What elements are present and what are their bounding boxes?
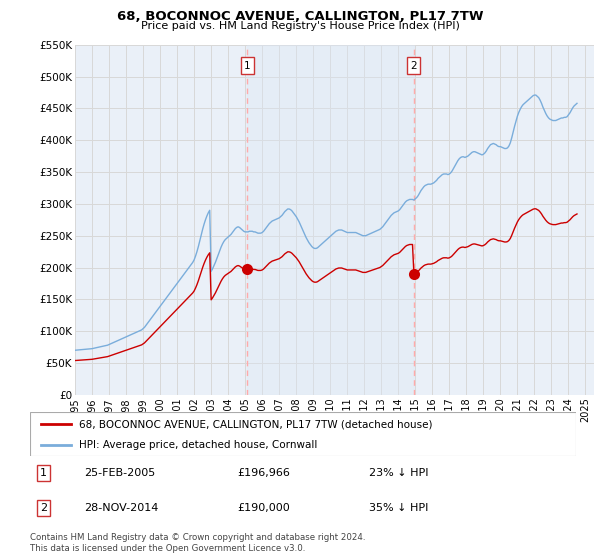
Text: 1: 1 xyxy=(40,468,47,478)
Text: Price paid vs. HM Land Registry's House Price Index (HPI): Price paid vs. HM Land Registry's House … xyxy=(140,21,460,31)
FancyBboxPatch shape xyxy=(30,413,576,455)
Text: Contains HM Land Registry data © Crown copyright and database right 2024.
This d: Contains HM Land Registry data © Crown c… xyxy=(30,533,365,553)
Text: £196,966: £196,966 xyxy=(238,468,290,478)
Bar xyxy=(247,45,413,395)
Text: £190,000: £190,000 xyxy=(238,503,290,513)
Text: 25-FEB-2005: 25-FEB-2005 xyxy=(85,468,156,478)
Text: 2: 2 xyxy=(40,503,47,513)
Text: HPI: Average price, detached house, Cornwall: HPI: Average price, detached house, Corn… xyxy=(79,440,317,450)
Text: 1: 1 xyxy=(244,60,251,71)
Text: 28-NOV-2014: 28-NOV-2014 xyxy=(85,503,159,513)
Text: 68, BOCONNOC AVENUE, CALLINGTON, PL17 7TW: 68, BOCONNOC AVENUE, CALLINGTON, PL17 7T… xyxy=(117,10,483,22)
Text: 2: 2 xyxy=(410,60,417,71)
Text: 68, BOCONNOC AVENUE, CALLINGTON, PL17 7TW (detached house): 68, BOCONNOC AVENUE, CALLINGTON, PL17 7T… xyxy=(79,419,433,429)
Text: 23% ↓ HPI: 23% ↓ HPI xyxy=(368,468,428,478)
Text: 35% ↓ HPI: 35% ↓ HPI xyxy=(368,503,428,513)
